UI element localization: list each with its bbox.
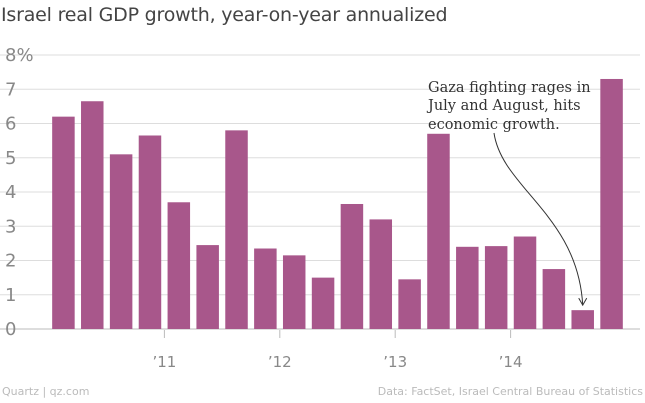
footer-credit: Quartz | qz.com — [2, 385, 90, 398]
y-tick-label-3: 3 — [5, 216, 16, 237]
bars — [52, 78, 623, 330]
bar-2014-q2 — [542, 269, 566, 329]
annotation-arrow — [493, 132, 584, 306]
bar-2012-q3 — [340, 203, 364, 329]
bar-2013-q1 — [398, 279, 421, 329]
y-tick-label-2: 2 — [5, 251, 16, 272]
x-tick-label-3: ’14 — [499, 353, 523, 371]
annotation: Gaza fighting rages in July and August, … — [426, 80, 591, 307]
y-tick-label-6: 6 — [5, 114, 16, 135]
footer-source: Data: FactSet, Israel Central Bureau of … — [377, 385, 643, 398]
bar-2014-q1 — [513, 236, 537, 329]
bar-2010-q1 — [52, 116, 75, 330]
bar-2011-q1 — [167, 202, 191, 329]
y-tick-label-0: 0 — [5, 319, 16, 340]
y-tick-label-5: 5 — [5, 148, 16, 169]
y-axis-tick-labels: 0 1 2 3 4 5 6 7 8% — [5, 45, 34, 340]
annotation-line-3: economic growth. — [428, 117, 560, 133]
chart-title: Israel real GDP growth, year-on-year ann… — [1, 4, 448, 26]
bar-2012-q1 — [282, 255, 306, 329]
bar-2012-q2 — [311, 277, 335, 330]
y-tick-label-1: 1 — [5, 285, 16, 306]
y-tick-label-8: 8% — [5, 45, 34, 66]
annotation-line-1: Gaza fighting rages in — [428, 80, 591, 96]
bar-2014-q3 — [571, 310, 594, 329]
y-tick-label-7: 7 — [5, 79, 16, 100]
x-tick-label-0: ’11 — [152, 353, 176, 371]
bar-2013-q2 — [427, 133, 450, 329]
annotation-line-2: July and August, hits — [426, 98, 581, 114]
y-tick-label-4: 4 — [5, 182, 16, 203]
bar-2011-q2 — [196, 245, 219, 329]
x-tick-label-1: ’12 — [268, 353, 292, 371]
bar-2010-q4 — [138, 135, 162, 329]
bar-2013-q4 — [484, 246, 508, 329]
bar-2012-q4 — [369, 219, 393, 329]
bar-2011-q3 — [225, 130, 248, 329]
bar-2010-q3 — [109, 154, 133, 329]
x-axis-ticks: ’11 ’12 ’13 ’14 — [152, 330, 523, 371]
bar-2014-q4 — [600, 78, 623, 329]
bar-2013-q3 — [456, 246, 479, 329]
bar-2011-q4 — [254, 248, 277, 329]
bar-2010-q2 — [81, 101, 104, 330]
annotation-arrowhead — [578, 297, 588, 307]
x-tick-label-2: ’13 — [383, 353, 407, 371]
